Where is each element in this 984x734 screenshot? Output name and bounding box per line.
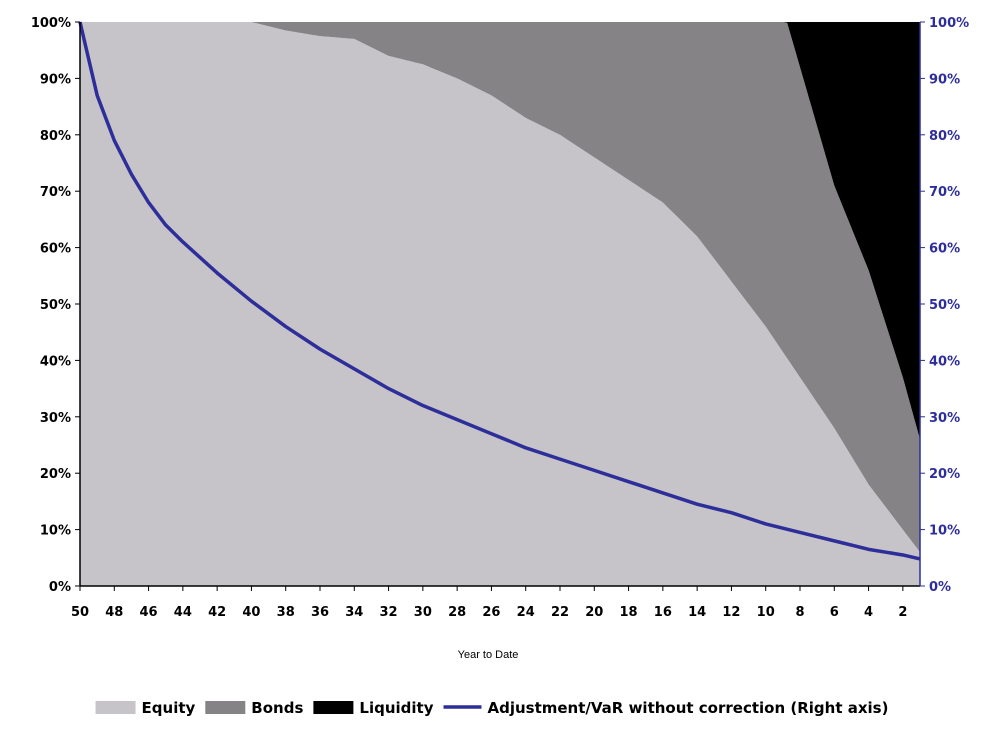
legend-liquidity-label: Liquidity (359, 699, 433, 717)
plot-lines (78, 21, 921, 561)
x-tick-label: 32 (380, 605, 398, 620)
y-left-tick-label: 60% (40, 242, 71, 257)
x-tick-label: 24 (517, 605, 535, 620)
x-tick-label: 4 (864, 605, 873, 620)
y-left-tick-label: 80% (40, 129, 71, 144)
y-left-tick-label: 40% (40, 354, 71, 369)
y-right-tick-label: 20% (929, 467, 960, 482)
area-bonds (80, 22, 920, 553)
y-right-tick-label: 100% (929, 16, 969, 31)
y-left-tick-label: 50% (40, 298, 71, 313)
x-tick-label: 20 (585, 605, 603, 620)
x-tick-label: 26 (482, 605, 500, 620)
y-left-tick-label: 20% (40, 467, 71, 482)
y-right-tick-label: 60% (929, 242, 960, 257)
x-tick-label: 40 (242, 605, 260, 620)
legend-equity-swatch (95, 701, 136, 714)
legend-bonds-label: Bonds (251, 699, 303, 717)
y-right-tick-label: 50% (929, 298, 960, 313)
x-tick-label: 18 (620, 605, 638, 620)
legend-equity-label: Equity (142, 699, 196, 717)
y-left-tick-label: 10% (40, 524, 71, 539)
line-adjustment-var (78, 21, 921, 561)
x-tick-label: 36 (311, 605, 329, 620)
y-right-tick-label: 30% (929, 411, 960, 426)
y-left-tick-label: 0% (49, 580, 71, 595)
x-tick-label: 34 (345, 605, 363, 620)
x-tick-label: 44 (174, 605, 192, 620)
y-right-tick-label: 70% (929, 185, 960, 200)
x-tick-label: 8 (795, 605, 804, 620)
y-right-tick-label: 40% (929, 354, 960, 369)
legend-liquidity-swatch (313, 701, 354, 714)
y-left-tick-label: 100% (31, 16, 71, 31)
x-tick-label: 2 (898, 605, 907, 620)
x-tick-label: 48 (105, 605, 123, 620)
legend-bonds-swatch (205, 701, 246, 714)
x-tick-label: 46 (140, 605, 158, 620)
legend: Equity Bonds Liquidity Adjustment/VaR witho… (95, 699, 888, 717)
x-tick-label: 30 (414, 605, 432, 620)
y-left-tick-label: 70% (40, 185, 71, 200)
y-right-tick-label: 90% (929, 72, 960, 87)
axes (75, 21, 925, 591)
x-tick-label: 42 (208, 605, 226, 620)
x-axis-label: Year to Date (458, 649, 519, 661)
x-tick-label: 50 (71, 605, 89, 620)
y-left-tick-label: 90% (40, 72, 71, 87)
x-tick-label: 10 (757, 605, 775, 620)
x-tick-label: 12 (722, 605, 740, 620)
x-tick-label: 16 (654, 605, 672, 620)
tick-labels: 0% 10% 20% 30% 40% 50% 60% 70% 80% 90% 100% 0% 10% 20… (31, 16, 969, 620)
x-tick-label: 38 (277, 605, 295, 620)
area-liquidity (80, 22, 920, 440)
x-tick-label: 14 (688, 605, 706, 620)
legend-adjustment-label: Adjustment/VaR without correction (Right… (487, 699, 888, 717)
x-tick-label: 6 (830, 605, 839, 620)
y-right-tick-label: 10% (929, 524, 960, 539)
y-right-tick-label: 0% (929, 580, 951, 595)
x-tick-label: 28 (448, 605, 466, 620)
plot-areas (80, 22, 920, 586)
x-tick-label: 22 (551, 605, 569, 620)
y-left-tick-label: 30% (40, 411, 71, 426)
y-right-tick-label: 80% (929, 129, 960, 144)
area-equity (80, 22, 920, 586)
